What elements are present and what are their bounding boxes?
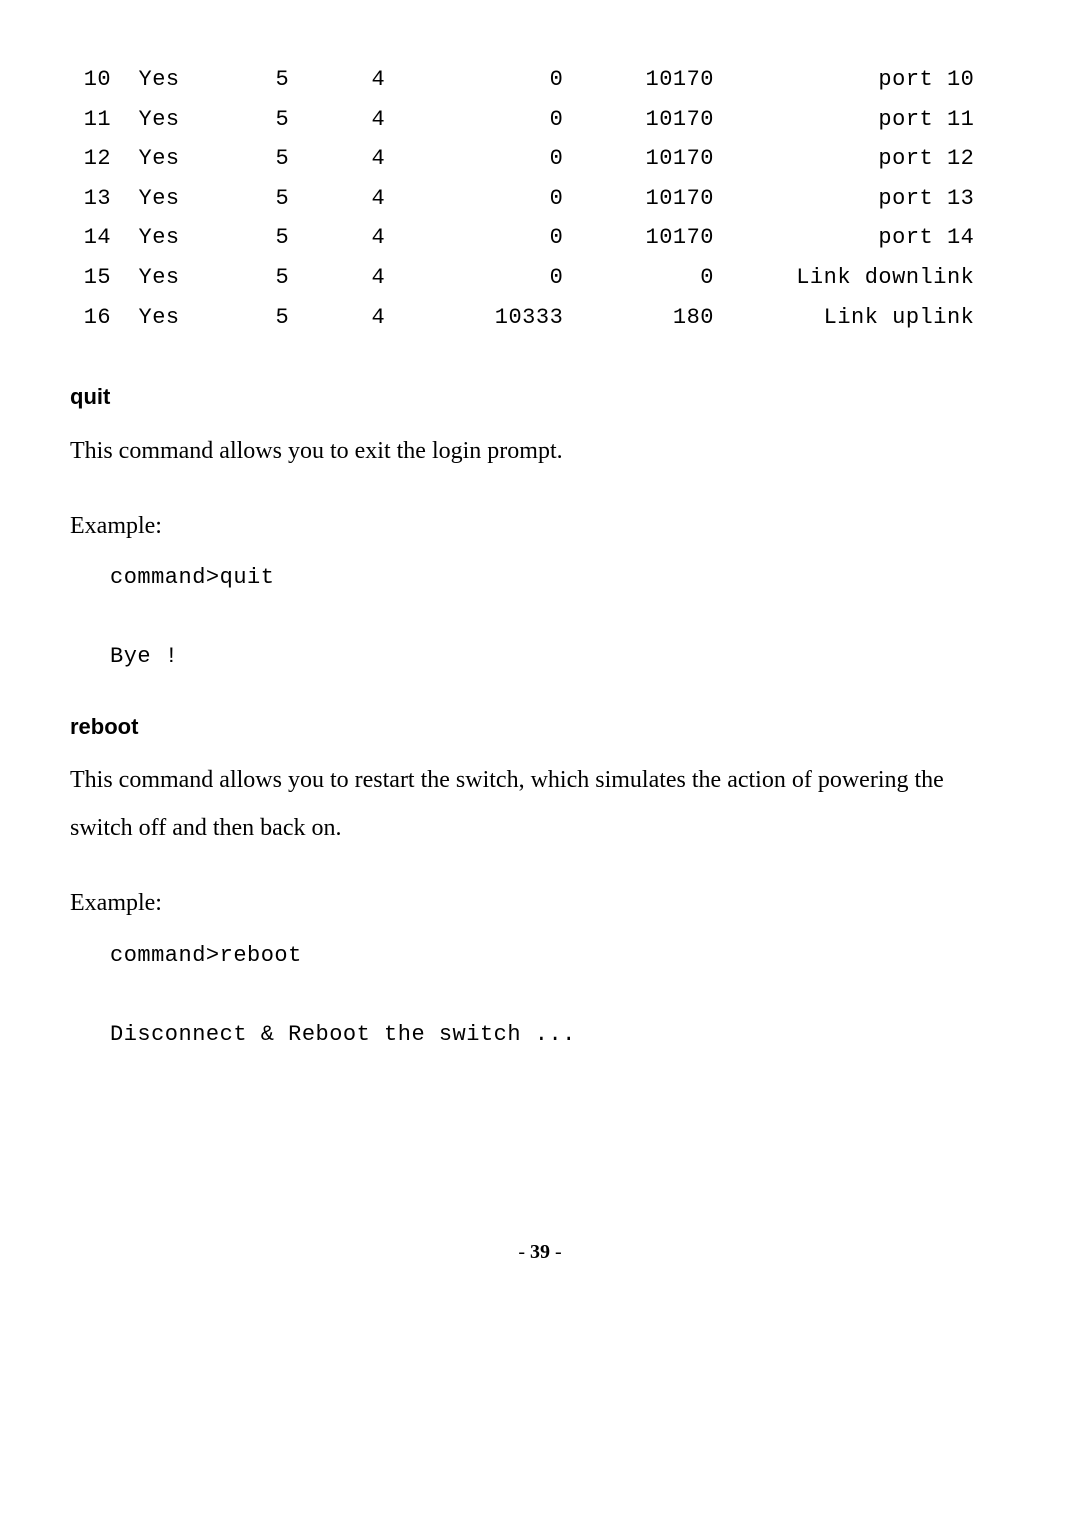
- quit-heading: quit: [70, 377, 1010, 417]
- reboot-code: command>reboot Disconnect & Reboot the s…: [110, 936, 1010, 1055]
- reboot-description: This command allows you to restart the s…: [70, 756, 1010, 852]
- quit-description: This command allows you to exit the logi…: [70, 427, 1010, 475]
- reboot-example-label: Example:: [70, 882, 1010, 925]
- port-table: 10 Yes 5 4 0 10170 port 10 11 Yes 5 4 0 …: [70, 60, 1010, 337]
- reboot-heading: reboot: [70, 707, 1010, 747]
- quit-code: command>quit Bye !: [110, 558, 1010, 677]
- page-number: - 39 -: [70, 1234, 1010, 1270]
- quit-example-label: Example:: [70, 505, 1010, 548]
